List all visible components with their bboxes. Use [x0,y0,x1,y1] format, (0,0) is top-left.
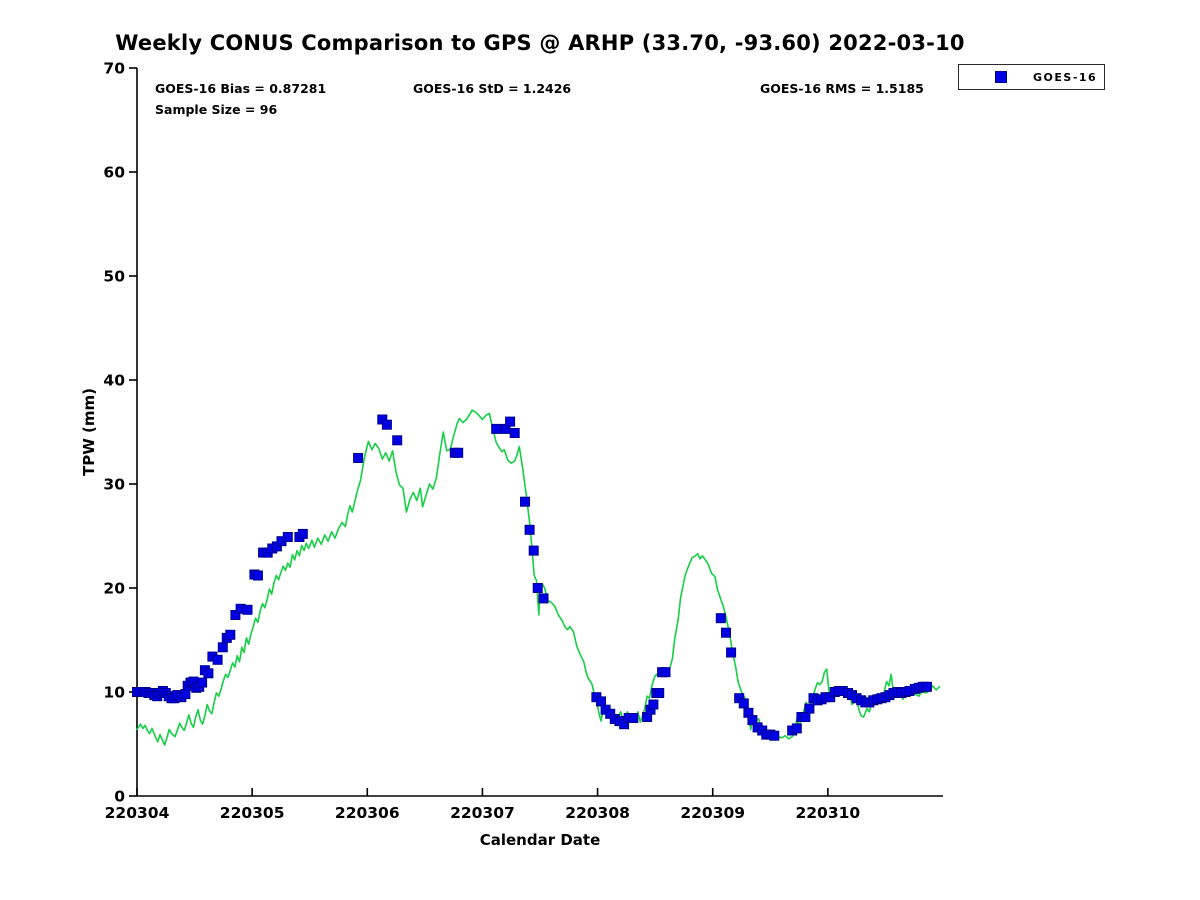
x-tick-label: 220309 [680,804,745,822]
stat-std: GOES-16 StD = 1.2426 [413,81,572,96]
goes-16-marker [628,713,639,723]
goes-16-marker [180,689,191,700]
goes-16-marker [353,453,364,463]
y-tick-label: 40 [103,372,125,390]
stat-rms: GOES-16 RMS = 1.5185 [760,81,924,96]
goes-16-marker [392,435,403,446]
stat-sample-size: Sample Size = 96 [155,102,278,117]
goes-16-marker [524,524,535,535]
goes-16-marker [197,677,208,688]
goes-16-marker [791,723,802,734]
y-tick-label: 0 [114,788,125,806]
goes-16-marker [381,419,392,430]
goes-16-marker [491,423,502,434]
goes-16-marker [654,688,665,698]
x-tick-label: 220304 [105,804,170,822]
goes-16-marker [297,528,308,539]
goes-16-marker-swatch-icon [995,71,1007,83]
goes-16-marker [715,613,726,624]
goes-16-markers [132,414,932,741]
goes-16-marker [528,545,539,556]
chart-title: Weekly CONUS Comparison to GPS @ ARHP (3… [115,31,965,55]
x-axis-label: Calendar Date [479,831,601,849]
axes [136,68,943,797]
goes-16-marker [648,699,659,710]
x-axis-ticks: 220304 220305 220306 220307 220308 220309 2203… [105,788,860,822]
goes-16-marker [721,627,731,638]
y-tick-label: 50 [103,268,125,286]
y-tick-label: 20 [103,580,125,598]
goes-16-marker [217,642,228,653]
goes-16-marker [800,712,811,722]
goes-16-marker [203,668,214,679]
goes-16-marker [596,696,606,707]
goes-16-marker [505,416,516,427]
goes-16-marker [453,447,464,458]
goes-16-marker [509,428,520,438]
y-tick-label: 60 [103,164,125,182]
y-tick-label: 30 [103,476,125,494]
goes-16-marker [532,583,543,593]
goes-16-marker [538,593,549,604]
y-tick-label: 70 [103,60,125,78]
goes-16-marker [804,703,815,714]
goes-16-marker [726,647,737,658]
goes-16-marker [660,667,671,678]
goes-16-marker [242,604,253,615]
y-tick-label: 10 [103,684,125,702]
x-tick-label: 220306 [335,804,400,822]
legend-box: GOES-16 [958,64,1105,90]
goes-16-marker [212,654,223,665]
goes-16-marker [230,610,241,620]
x-tick-label: 220305 [220,804,285,822]
y-axis-label: TPW (mm) [80,388,98,476]
x-tick-label: 220310 [795,804,860,822]
goes-16-marker [225,629,236,640]
legend-label: GOES-16 [1033,70,1098,84]
x-tick-label: 220307 [450,804,515,822]
goes-16-marker [252,570,263,581]
stat-bias: GOES-16 Bias = 0.87281 [155,81,327,96]
y-axis-ticks: 0 10 20 30 40 50 60 70 [103,60,137,806]
goes-16-marker [921,681,932,692]
goes-16-marker [769,730,780,741]
x-tick-label: 220308 [565,804,630,822]
goes-16-marker [520,496,530,507]
goes-16-marker [738,698,749,709]
goes-16-marker [747,715,758,726]
goes-16-marker [282,532,293,542]
